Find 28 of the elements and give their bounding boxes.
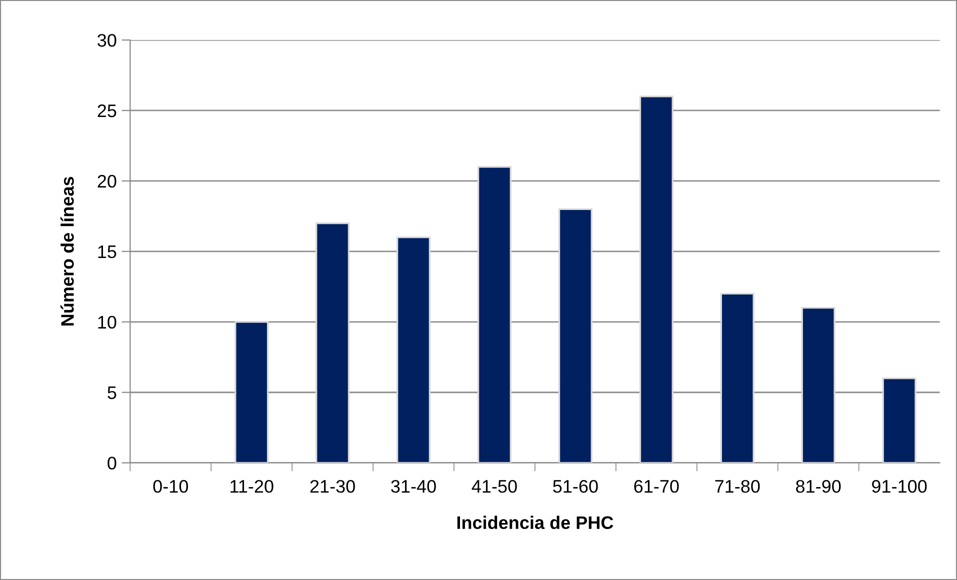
bar (234, 321, 269, 463)
bar (316, 222, 350, 463)
x-tick-label: 21-30 (310, 480, 355, 493)
y-tick-label: 0 (108, 456, 116, 470)
x-tick-label: 81-90 (796, 480, 841, 493)
y-tick-label: 20 (98, 174, 116, 188)
bar (882, 377, 916, 463)
x-tick-label: 0-10 (153, 480, 188, 493)
x-axis-title: Incidencia de PHC (457, 516, 614, 530)
y-tick-label: 10 (98, 316, 116, 329)
x-tick-label: 31-40 (391, 480, 436, 493)
y-tick-label: 15 (98, 246, 116, 258)
y-tick-label: 25 (98, 104, 116, 118)
x-tick-label: 91-100 (872, 480, 927, 493)
y-tick-label: 5 (108, 386, 116, 400)
x-tick-label: 71-80 (715, 480, 760, 493)
y-axis-title: Número de líneas (60, 176, 74, 326)
x-tick-label: 41-50 (472, 480, 517, 493)
bar (801, 306, 836, 463)
bar (477, 166, 512, 463)
bar (558, 208, 592, 463)
x-tick-label: 61-70 (634, 480, 679, 493)
y-tick-label: 30 (98, 34, 116, 47)
bar (720, 292, 754, 463)
x-tick-label: 51-60 (553, 480, 598, 493)
x-tick-label: 11-20 (230, 480, 274, 493)
bar (639, 96, 674, 463)
bar (396, 236, 431, 463)
